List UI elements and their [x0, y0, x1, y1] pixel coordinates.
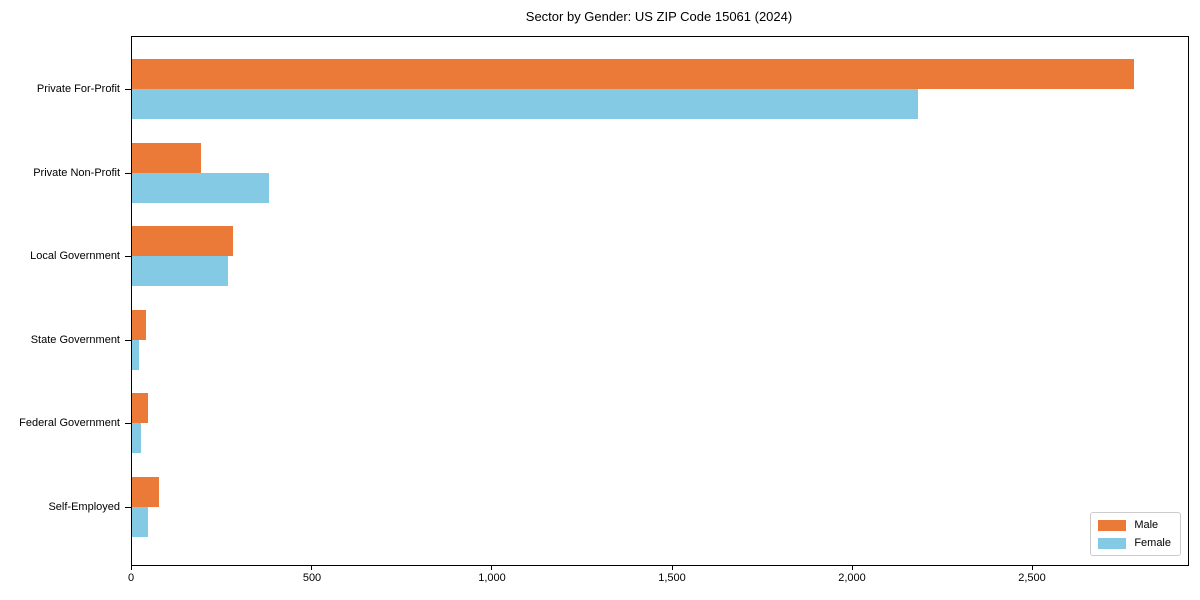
- y-tick-label-federal-government: Federal Government: [19, 417, 120, 429]
- y-tick-label-local-government: Local Government: [30, 250, 120, 262]
- y-tick-mark-2: [125, 256, 131, 257]
- legend-item-male: Male: [1098, 519, 1171, 531]
- legend-swatch-male: [1098, 519, 1127, 531]
- chart-title: Sector by Gender: US ZIP Code 15061 (202…: [525, 9, 793, 24]
- y-tick-mark-0: [125, 89, 131, 90]
- plot-area: Male Female: [131, 36, 1189, 566]
- bar-female-federal-government: [132, 423, 141, 454]
- x-tick-label-2500: 2,500: [1018, 572, 1046, 584]
- bar-male-state-government: [132, 309, 147, 340]
- legend-label-male: Male: [1134, 519, 1159, 531]
- y-tick-mark-1: [125, 173, 131, 174]
- x-tick-mark-500: [311, 565, 313, 570]
- bar-male-private-non-profit: [132, 142, 201, 173]
- x-tick-label-2000: 2,000: [838, 572, 866, 584]
- x-tick-mark-2000: [851, 565, 853, 570]
- bar-female-self-employed: [132, 507, 149, 537]
- x-tick-mark-1000: [491, 565, 493, 570]
- y-tick-label-private-non-profit: Private Non-Profit: [33, 167, 120, 179]
- x-tick-label-500: 500: [302, 572, 322, 584]
- y-tick-mark-4: [125, 423, 131, 424]
- legend: Male Female: [1090, 512, 1181, 556]
- legend-label-female: Female: [1134, 537, 1171, 549]
- bar-female-local-government: [132, 256, 228, 287]
- x-tick-mark-1500: [671, 565, 673, 570]
- y-tick-mark-5: [125, 507, 131, 508]
- y-tick-label-state-government: State Government: [30, 334, 120, 346]
- x-tick-label-1500: 1,500: [658, 572, 686, 584]
- legend-item-female: Female: [1098, 537, 1171, 549]
- bar-female-private-for-profit: [132, 89, 918, 119]
- bar-male-local-government: [132, 226, 233, 257]
- x-tick-label-0: 0: [127, 572, 135, 584]
- x-tick-label-1000: 1,000: [478, 572, 506, 584]
- y-tick-label-private-for-profit: Private For-Profit: [36, 83, 120, 95]
- bar-female-private-non-profit: [132, 172, 269, 203]
- y-tick-label-self-employed: Self-Employed: [48, 501, 120, 513]
- x-tick-mark-0: [131, 565, 132, 570]
- bar-male-private-for-profit: [132, 59, 1134, 89]
- legend-swatch-female: [1098, 537, 1127, 549]
- x-tick-mark-2500: [1032, 565, 1033, 570]
- bar-male-self-employed: [132, 477, 159, 507]
- bar-male-federal-government: [132, 393, 149, 424]
- y-tick-mark-3: [125, 340, 131, 341]
- bar-female-state-government: [132, 339, 140, 370]
